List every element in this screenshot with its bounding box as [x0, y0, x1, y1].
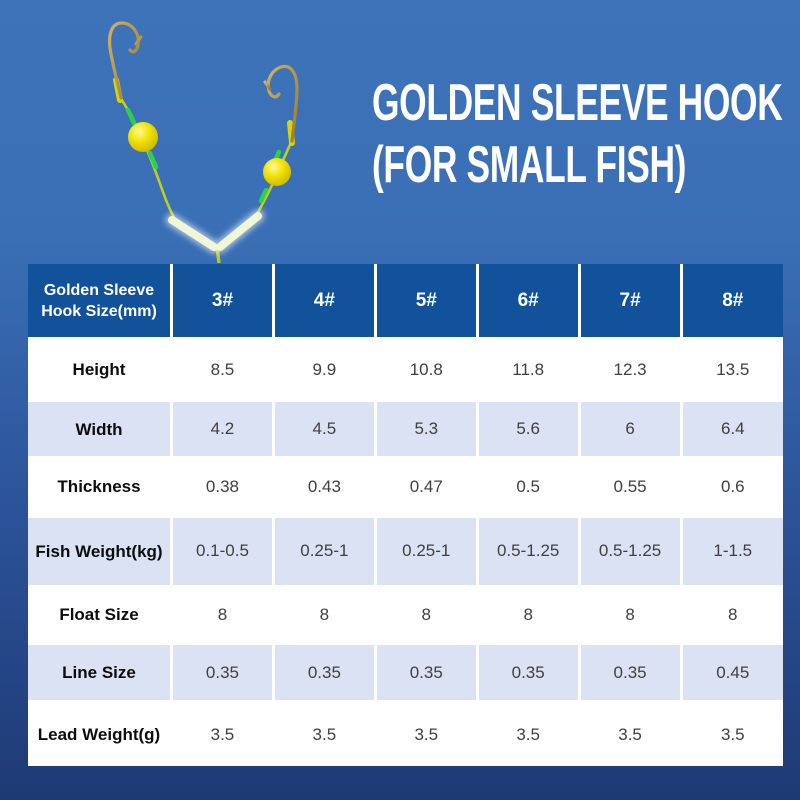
spec-table-body: Height 8.5 9.9 10.8 11.8 12.3 13.5 Width 4.2 4.5 5… [28, 338, 783, 766]
spec-value-cell: 0.25-1 [375, 516, 479, 588]
spec-value-cell: 3.5 [579, 701, 683, 766]
spec-value-cell: 0.55 [579, 457, 683, 518]
spec-value-cell: 10.8 [375, 338, 479, 403]
spec-row-thickness: Thickness 0.38 0.43 0.47 0.5 0.55 0.6 [28, 457, 783, 518]
spec-value-cell: 0.5-1.25 [477, 516, 581, 588]
spec-value-cell: 11.8 [477, 338, 581, 403]
spec-value-cell: 3.5 [720, 724, 745, 744]
title-line-1: GOLDEN SLEEVE HOOK [372, 74, 783, 132]
row-label: Lead Weight(g) [28, 701, 173, 766]
spec-row-width: Width 4.2 4.5 5.3 5.6 6 6.4 [28, 400, 783, 460]
corner-label-line1: Golden Sleeve [43, 281, 155, 299]
spec-value-cell: 13.5 [681, 338, 783, 403]
spec-value-cell: 1-1.5 [681, 516, 783, 588]
row-label: Height [28, 338, 173, 403]
spec-value-cell: 9.9 [273, 338, 377, 403]
spec-value-cell: 8 [375, 586, 479, 646]
spec-value-cell: 0.6 [681, 457, 783, 518]
luminous-tube [165, 209, 265, 254]
hook-rig-illustration [107, 21, 299, 263]
float-bead [128, 122, 291, 186]
title-line-2: (FOR SMALL FISH) [372, 136, 687, 194]
spec-value-cell: 0.25-1 [273, 516, 377, 588]
spec-value-cell: 3.5 [375, 701, 479, 766]
table-corner-header: Golden Sleeve Hook Size(mm) [28, 264, 173, 340]
spec-row-fish-weight: Fish Weight(kg) 0.1-0.5 0.25-1 0.25-1 0.5-1.… [28, 516, 783, 588]
size-column-header: 4# [273, 264, 377, 340]
spec-value-cell: 8.5 [171, 338, 275, 403]
spec-value-cell: 8 [681, 586, 783, 646]
spec-row-height: Height 8.5 9.9 10.8 11.8 12.3 13.5 [28, 338, 783, 403]
size-column-header: 3# [171, 264, 275, 340]
spec-value-cell: 3.5 [477, 701, 581, 766]
row-label: Width [28, 400, 173, 460]
spec-value-cell: 0.43 [273, 457, 377, 518]
row-label: Fish Weight(kg) [28, 516, 173, 588]
spec-value-cell: 0.35 [477, 643, 581, 704]
corner-label-line2: Hook Size(mm) [41, 302, 157, 320]
spec-value-cell: 0.35 [375, 643, 479, 704]
size-column-header: 7# [579, 264, 683, 340]
size-column-header: 6# [477, 264, 581, 340]
spec-table: Golden Sleeve Hook Size(mm) 3# 4# 5# 6# 7# 8#… [28, 264, 783, 766]
spec-value-cell: 5.3 [375, 400, 479, 460]
spec-value-cell: 8 [273, 586, 377, 646]
spec-value-cell: 0.47 [375, 457, 479, 518]
spec-value-cell: 6.4 [681, 400, 783, 460]
spec-value-cell: 8 [477, 586, 581, 646]
spec-value-cell: 3.5 [273, 701, 377, 766]
spec-value-cell: 3.5 [171, 701, 275, 766]
size-column-header: 8# [681, 264, 783, 340]
row-label: Thickness [28, 457, 173, 518]
green-sleeve [125, 107, 282, 204]
spec-value-cell: 0.5 [477, 457, 581, 518]
spec-value-cell: 4.2 [171, 400, 275, 460]
spec-value-cell: 12.3 [579, 338, 683, 403]
header-row: Golden Sleeve Hook Size(mm) 3# 4# 5# 6# 7# 8# [28, 264, 783, 340]
spec-value-cell: 0.45 [681, 643, 783, 704]
spec-value-cell: 0.35 [579, 643, 683, 704]
spec-row-float-size: Float Size 8 8 8 8 8 8 [28, 586, 783, 646]
spec-value-cell: 0.5-1.25 [579, 516, 683, 588]
row-label: Line Size [28, 643, 173, 704]
golden-hook [107, 21, 299, 143]
spec-value-cell: 8 [171, 586, 275, 646]
product-title: GOLDEN SLEEVE HOOK (FOR SMALL FISH) [372, 72, 800, 196]
spec-value-cell: 0.35 [273, 643, 377, 704]
spec-row-lead-weight: Lead Weight(g) 3.5 3.5 3.5 3.5 3.5 3.5 [28, 701, 783, 766]
spec-value-cell: 0.38 [171, 457, 275, 518]
spec-table-header: Golden Sleeve Hook Size(mm) 3# 4# 5# 6# 7# 8# [28, 264, 783, 340]
size-column-header: 5# [375, 264, 479, 340]
spec-value-cell: 4.5 [273, 400, 377, 460]
spec-value-cell: 8 [579, 586, 683, 646]
spec-value-cell: 6 [579, 400, 683, 460]
spec-value-cell: 0.35 [171, 643, 275, 704]
spec-value-cell: 0.1-0.5 [171, 516, 275, 588]
spec-value-cell: 5.6 [477, 400, 581, 460]
spec-row-line-size: Line Size 0.35 0.35 0.35 0.35 0.35 0.45 [28, 643, 783, 704]
row-label: Float Size [28, 586, 173, 646]
